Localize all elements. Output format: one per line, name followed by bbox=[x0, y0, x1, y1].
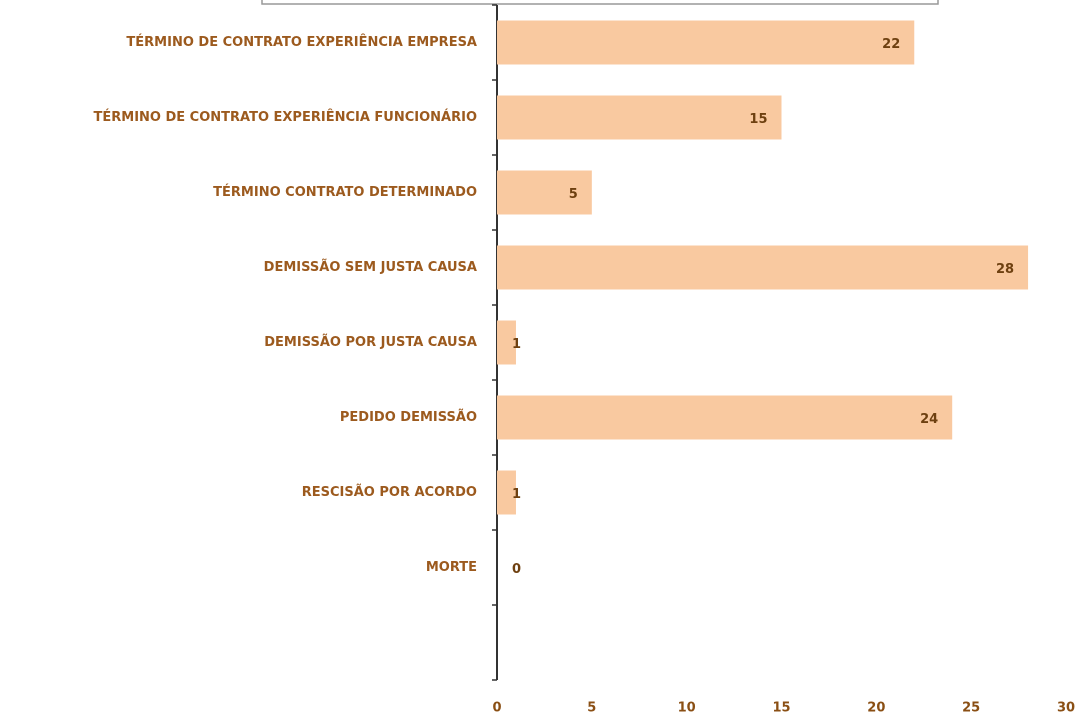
y-tick-label: MORTE bbox=[426, 560, 477, 575]
x-tick-label: 5 bbox=[587, 701, 596, 716]
y-tick-label: PEDIDO DEMISSÃO bbox=[340, 409, 477, 425]
x-tick-label: 30 bbox=[1057, 701, 1075, 716]
bar bbox=[497, 245, 1029, 290]
y-tick-label: DEMISSÃO SEM JUSTA CAUSA bbox=[264, 259, 477, 275]
value-label: 24 bbox=[920, 412, 938, 427]
y-tick-label: DEMISSÃO POR JUSTA CAUSA bbox=[264, 334, 477, 350]
value-label: 1 bbox=[512, 487, 521, 502]
x-tick-label: 15 bbox=[772, 701, 790, 716]
x-tick-label: 25 bbox=[962, 701, 980, 716]
bar bbox=[497, 395, 953, 440]
y-tick-label: RESCISÃO POR ACORDO bbox=[302, 484, 477, 500]
bar bbox=[497, 170, 592, 215]
value-label: 0 bbox=[512, 562, 521, 577]
y-tick-label: TÉRMINO CONTRATO DETERMINADO bbox=[213, 184, 477, 200]
value-label: 28 bbox=[996, 262, 1014, 277]
value-label: 15 bbox=[749, 112, 767, 127]
x-tick-label: 20 bbox=[867, 701, 885, 716]
y-tick-label: TÉRMINO DE CONTRATO EXPERIÊNCIA FUNCIONÁ… bbox=[94, 109, 478, 125]
legend-box-edge bbox=[261, 0, 939, 5]
bar bbox=[497, 20, 915, 65]
x-tick-label: 10 bbox=[678, 701, 696, 716]
value-label: 1 bbox=[512, 337, 521, 352]
value-label: 22 bbox=[882, 37, 900, 52]
bar bbox=[497, 95, 782, 140]
bar bbox=[497, 320, 516, 365]
x-tick-label: 0 bbox=[492, 701, 501, 716]
value-label: 5 bbox=[569, 187, 578, 202]
y-tick-label: TÉRMINO DE CONTRATO EXPERIÊNCIA EMPRESA bbox=[126, 34, 477, 50]
bar bbox=[497, 470, 516, 515]
